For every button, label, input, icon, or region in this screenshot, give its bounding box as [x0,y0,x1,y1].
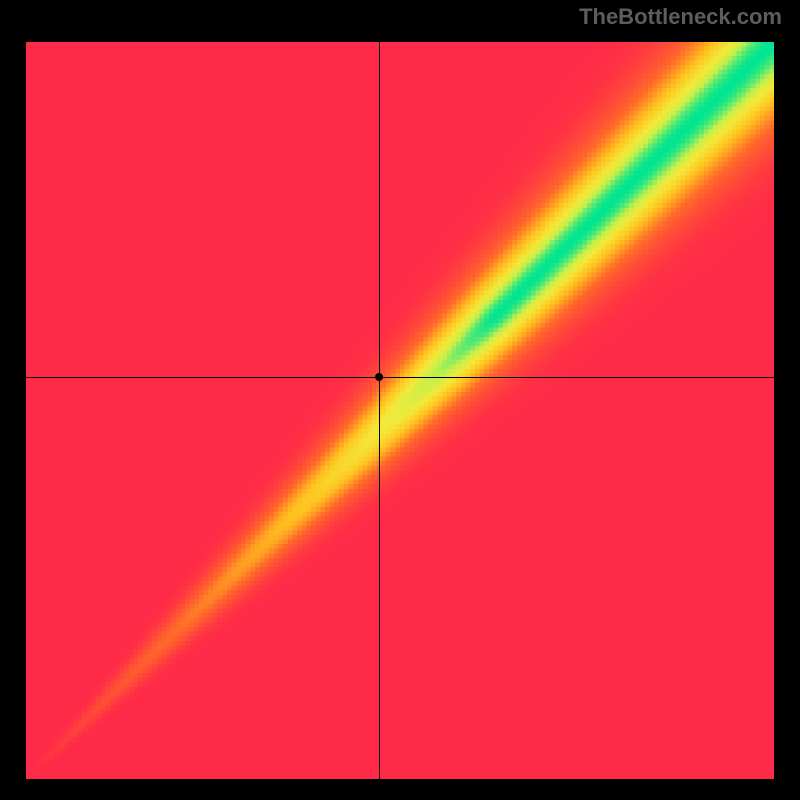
crosshair-marker [375,373,383,381]
heatmap-canvas [26,42,774,779]
heatmap-plot [26,42,774,779]
crosshair-vertical [379,42,380,779]
watermark-text: TheBottleneck.com [579,4,782,30]
crosshair-horizontal [26,377,774,378]
